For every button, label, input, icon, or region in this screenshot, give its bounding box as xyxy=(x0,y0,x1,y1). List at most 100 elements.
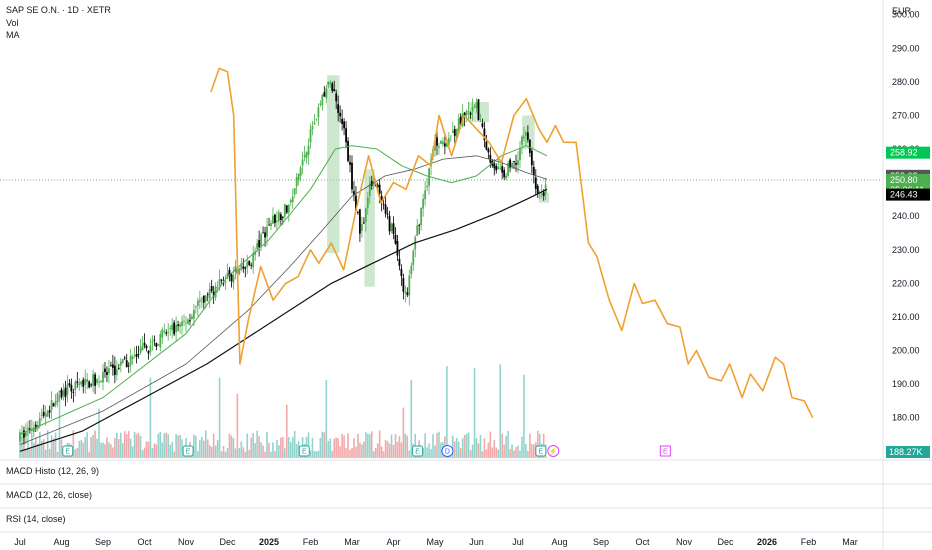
candle-body xyxy=(315,118,318,120)
volume-bar xyxy=(341,433,343,458)
time-tick-label: Mar xyxy=(344,537,360,547)
candle-body xyxy=(222,283,225,285)
volume-bar xyxy=(376,443,379,458)
rsi-label[interactable]: RSI (14, close) xyxy=(6,514,66,524)
candle-body xyxy=(428,168,430,186)
event-marker xyxy=(298,445,310,457)
volume-bar xyxy=(426,447,428,458)
volume-bar xyxy=(167,434,170,458)
event-marker-label: ⚡ xyxy=(549,447,558,456)
candle-body xyxy=(266,226,268,237)
time-tick-label: Mar xyxy=(842,537,858,547)
candle-body xyxy=(60,389,63,398)
candle-body xyxy=(426,186,428,188)
candle-body xyxy=(262,232,264,234)
candle-body xyxy=(418,225,421,226)
volume-bar xyxy=(80,440,83,458)
candle-body xyxy=(56,393,59,402)
price-axis[interactable]: 170.00180.00190.00200.00210.00220.00230.… xyxy=(892,10,920,457)
volume-bar xyxy=(96,438,98,458)
time-axis[interactable]: Jul Aug Sep Oct Nov Dec 2025 Feb Mar Apr May Jun Jul… xyxy=(14,537,858,547)
volume-bar xyxy=(276,439,278,458)
candle-body xyxy=(438,146,440,148)
volume-bar xyxy=(204,430,207,458)
volume-bar xyxy=(295,444,298,458)
volume-bar xyxy=(121,443,124,458)
volume-indicator-label[interactable]: Vol xyxy=(6,18,19,28)
candle-body xyxy=(311,126,314,130)
candle-body xyxy=(52,403,55,407)
symbol-title[interactable]: SAP SE O.N. · 1D · XETR xyxy=(6,5,111,15)
volume-bar xyxy=(199,439,201,458)
volume-bar xyxy=(394,433,397,458)
volume-bar xyxy=(404,433,407,458)
volume-bar xyxy=(118,439,120,458)
volume-bar xyxy=(390,434,393,458)
candle-body xyxy=(406,292,409,295)
time-tick-label: Dec xyxy=(219,537,236,547)
candle-body xyxy=(100,380,102,383)
candle-body xyxy=(384,204,387,214)
candle-body xyxy=(121,358,124,363)
price-tag xyxy=(886,188,930,201)
candle-body xyxy=(25,432,27,437)
candle-body xyxy=(347,140,349,161)
ma-indicator-label[interactable]: MA xyxy=(6,30,20,40)
candle-body xyxy=(285,205,288,213)
candle-body xyxy=(58,390,61,393)
volume-bar xyxy=(507,430,509,458)
event-marker xyxy=(441,445,454,457)
volume-bar xyxy=(177,435,179,458)
candle-body xyxy=(357,211,359,213)
candle-body xyxy=(449,135,452,137)
candle-body xyxy=(84,378,87,385)
candle-body xyxy=(530,150,533,166)
candle-body xyxy=(487,149,490,153)
time-tick-label: May xyxy=(426,537,444,547)
volume-bar xyxy=(315,451,318,458)
candle-body xyxy=(467,111,470,113)
volume-bar xyxy=(179,435,181,458)
candle-body xyxy=(523,136,525,139)
event-marker-label: E xyxy=(415,449,420,456)
candle-body xyxy=(90,384,93,386)
volume-bar xyxy=(141,450,144,458)
candle-body xyxy=(108,368,110,374)
volume-bar xyxy=(54,432,57,458)
macd-histo-label[interactable]: MACD Histo (12, 26, 9) xyxy=(6,466,100,476)
volume-bar xyxy=(374,447,377,458)
macd-label[interactable]: MACD (12, 26, close) xyxy=(6,490,93,500)
volume-bar xyxy=(36,443,39,458)
price-tick-label: 220.00 xyxy=(892,278,920,288)
volume-bar xyxy=(74,449,77,458)
volume-bar xyxy=(323,432,326,458)
candle-body xyxy=(194,306,197,308)
volume-bar xyxy=(50,435,53,458)
volume-bar xyxy=(505,435,507,458)
indicator-panels xyxy=(0,459,932,533)
volume-bar xyxy=(44,449,47,458)
candle-body xyxy=(80,381,83,385)
volume-bar xyxy=(145,441,148,458)
candle-body xyxy=(503,170,506,178)
volume-bar xyxy=(250,437,253,458)
candle-body xyxy=(102,371,104,383)
volume-bar xyxy=(244,451,247,458)
volume-bar xyxy=(297,441,300,458)
volume-bar xyxy=(469,450,472,458)
event-marker xyxy=(547,445,560,457)
volume-bar xyxy=(171,441,173,458)
candle-body xyxy=(220,279,223,281)
volume-bar xyxy=(422,447,424,458)
volume-bar xyxy=(511,444,513,458)
volume-bar xyxy=(513,450,515,458)
candle-body xyxy=(94,374,96,386)
volume-bar xyxy=(523,374,525,458)
volume-bar xyxy=(368,434,371,458)
volume-bar xyxy=(42,439,45,458)
volume-bar xyxy=(224,451,227,458)
volume-bar xyxy=(195,435,197,458)
volume-bar xyxy=(517,445,519,458)
candle-body xyxy=(410,265,413,275)
